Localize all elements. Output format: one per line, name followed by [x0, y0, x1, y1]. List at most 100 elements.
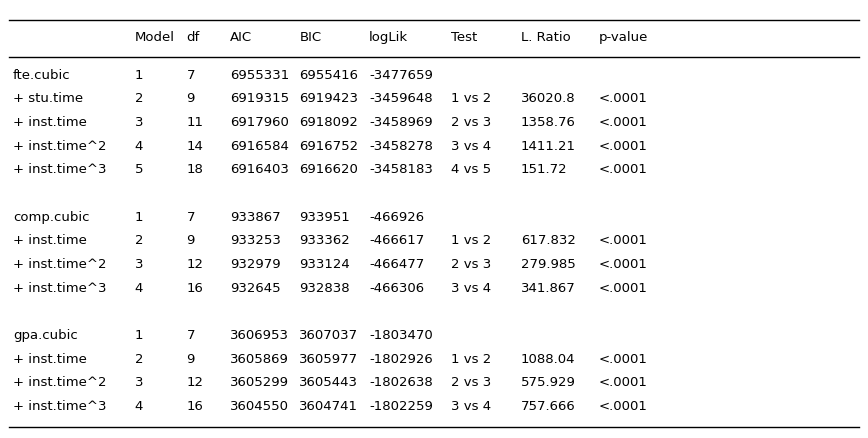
Text: 12: 12 [187, 376, 204, 389]
Text: 6917960: 6917960 [230, 116, 289, 129]
Text: 2: 2 [135, 92, 143, 106]
Text: 2 vs 3: 2 vs 3 [451, 258, 491, 271]
Text: 4: 4 [135, 140, 143, 153]
Text: 9: 9 [187, 92, 195, 106]
Text: <.0001: <.0001 [599, 163, 648, 177]
Text: Test: Test [451, 31, 477, 44]
Text: + inst.time^2: + inst.time^2 [13, 376, 107, 389]
Text: <.0001: <.0001 [599, 92, 648, 106]
Text: <.0001: <.0001 [599, 282, 648, 295]
Text: 6955416: 6955416 [299, 69, 358, 82]
Text: 3605299: 3605299 [230, 376, 289, 389]
Text: 16: 16 [187, 282, 203, 295]
Text: + inst.time^2: + inst.time^2 [13, 258, 107, 271]
Text: 3604550: 3604550 [230, 400, 289, 413]
Text: 3607037: 3607037 [299, 329, 358, 342]
Text: 4: 4 [135, 282, 143, 295]
Text: <.0001: <.0001 [599, 140, 648, 153]
Text: -466617: -466617 [369, 234, 424, 247]
Text: 3 vs 4: 3 vs 4 [451, 140, 491, 153]
Text: -1802638: -1802638 [369, 376, 432, 389]
Text: 1 vs 2: 1 vs 2 [451, 353, 491, 366]
Text: -466477: -466477 [369, 258, 424, 271]
Text: -3459648: -3459648 [369, 92, 432, 106]
Text: 3606953: 3606953 [230, 329, 289, 342]
Text: 11: 11 [187, 116, 204, 129]
Text: 3 vs 4: 3 vs 4 [451, 400, 491, 413]
Text: 14: 14 [187, 140, 203, 153]
Text: BIC: BIC [299, 31, 321, 44]
Text: -3477659: -3477659 [369, 69, 433, 82]
Text: 2: 2 [135, 234, 143, 247]
Text: + inst.time^3: + inst.time^3 [13, 400, 107, 413]
Text: 933124: 933124 [299, 258, 350, 271]
Text: 3: 3 [135, 258, 143, 271]
Text: 3605869: 3605869 [230, 353, 289, 366]
Text: 4: 4 [135, 400, 143, 413]
Text: 12: 12 [187, 258, 204, 271]
Text: 3 vs 4: 3 vs 4 [451, 282, 491, 295]
Text: 6918092: 6918092 [299, 116, 358, 129]
Text: 3: 3 [135, 376, 143, 389]
Text: 2: 2 [135, 353, 143, 366]
Text: 9: 9 [187, 353, 195, 366]
Text: 1358.76: 1358.76 [521, 116, 575, 129]
Text: <.0001: <.0001 [599, 353, 648, 366]
Text: 7: 7 [187, 211, 195, 224]
Text: 6916620: 6916620 [299, 163, 358, 177]
Text: 3604741: 3604741 [299, 400, 358, 413]
Text: -1803470: -1803470 [369, 329, 432, 342]
Text: fte.cubic: fte.cubic [13, 69, 70, 82]
Text: <.0001: <.0001 [599, 116, 648, 129]
Text: 757.666: 757.666 [521, 400, 575, 413]
Text: AIC: AIC [230, 31, 252, 44]
Text: 2 vs 3: 2 vs 3 [451, 116, 491, 129]
Text: 6916752: 6916752 [299, 140, 358, 153]
Text: + inst.time^3: + inst.time^3 [13, 163, 107, 177]
Text: + inst.time^2: + inst.time^2 [13, 140, 107, 153]
Text: + stu.time: + stu.time [13, 92, 83, 106]
Text: 1: 1 [135, 329, 143, 342]
Text: 1 vs 2: 1 vs 2 [451, 234, 491, 247]
Text: p-value: p-value [599, 31, 648, 44]
Text: 1088.04: 1088.04 [521, 353, 575, 366]
Text: 3605443: 3605443 [299, 376, 358, 389]
Text: logLik: logLik [369, 31, 408, 44]
Text: 1411.21: 1411.21 [521, 140, 575, 153]
Text: 6916584: 6916584 [230, 140, 289, 153]
Text: <.0001: <.0001 [599, 400, 648, 413]
Text: 151.72: 151.72 [521, 163, 568, 177]
Text: 933253: 933253 [230, 234, 281, 247]
Text: 575.929: 575.929 [521, 376, 575, 389]
Text: <.0001: <.0001 [599, 258, 648, 271]
Text: 617.832: 617.832 [521, 234, 575, 247]
Text: -466926: -466926 [369, 211, 424, 224]
Text: 6919315: 6919315 [230, 92, 289, 106]
Text: 933362: 933362 [299, 234, 350, 247]
Text: 6955331: 6955331 [230, 69, 289, 82]
Text: 1 vs 2: 1 vs 2 [451, 92, 491, 106]
Text: -3458969: -3458969 [369, 116, 432, 129]
Text: 7: 7 [187, 329, 195, 342]
Text: + inst.time^3: + inst.time^3 [13, 282, 107, 295]
Text: 7: 7 [187, 69, 195, 82]
Text: + inst.time: + inst.time [13, 116, 87, 129]
Text: 36020.8: 36020.8 [521, 92, 575, 106]
Text: 341.867: 341.867 [521, 282, 575, 295]
Text: 933867: 933867 [230, 211, 280, 224]
Text: -1802926: -1802926 [369, 353, 432, 366]
Text: 932979: 932979 [230, 258, 280, 271]
Text: 1: 1 [135, 69, 143, 82]
Text: 932645: 932645 [230, 282, 280, 295]
Text: 279.985: 279.985 [521, 258, 575, 271]
Text: + inst.time: + inst.time [13, 234, 87, 247]
Text: 3: 3 [135, 116, 143, 129]
Text: 18: 18 [187, 163, 203, 177]
Text: gpa.cubic: gpa.cubic [13, 329, 78, 342]
Text: 4 vs 5: 4 vs 5 [451, 163, 491, 177]
Text: -466306: -466306 [369, 282, 424, 295]
Text: 932838: 932838 [299, 282, 350, 295]
Text: + inst.time: + inst.time [13, 353, 87, 366]
Text: comp.cubic: comp.cubic [13, 211, 89, 224]
Text: <.0001: <.0001 [599, 376, 648, 389]
